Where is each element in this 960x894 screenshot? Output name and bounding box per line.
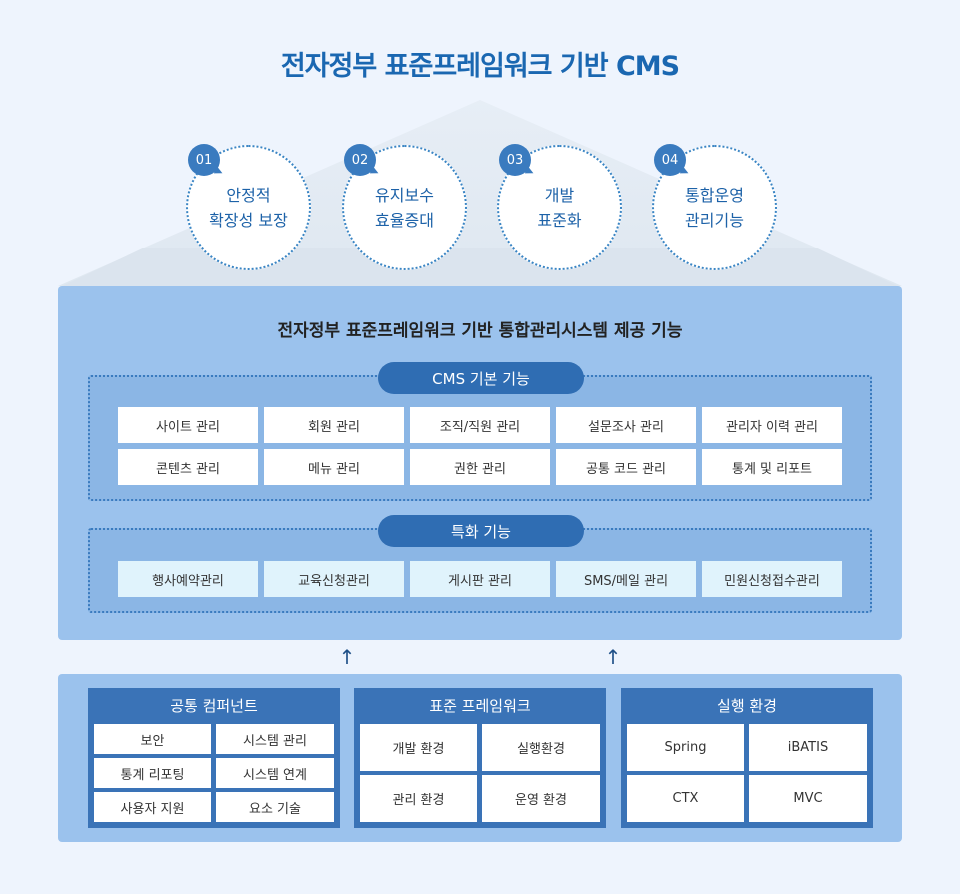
special-feature-sms-mail: SMS/메일 관리 [556,561,696,597]
special-feature-event: 행사예약관리 [118,561,258,597]
special-feature-board: 게시판 관리 [410,561,550,597]
standard-framework-column: 표준 프레임워크 개발 환경 실행환경 관리 환경 운영 환경 [354,688,606,828]
framework-item: 관리 환경 [360,775,477,822]
basic-features-title: CMS 기본 기능 [378,362,584,394]
runtime-item: MVC [749,775,867,822]
runtime-item: iBATIS [749,724,867,771]
special-feature-education: 교육신청관리 [264,561,404,597]
component-item: 사용자 지원 [94,792,211,822]
basic-feature-member: 회원 관리 [264,407,404,443]
special-features-group: 특화 기능 행사예약관리 교육신청관리 게시판 관리 SMS/메일 관리 민원신… [88,515,872,613]
basic-feature-content: 콘텐츠 관리 [118,449,258,485]
common-components-title: 공통 컴퍼넌트 [170,696,258,715]
goal-number-badge-3: 03 [499,144,531,176]
common-components-column: 공통 컴퍼넌트 보안 시스템 관리 통계 리포팅 시스템 연계 사용자 지원 요… [88,688,340,828]
goal-number-badge-2: 02 [344,144,376,176]
up-arrow-icon: ↑ [338,645,356,669]
features-panel: 전자정부 표준프레임워크 기반 통합관리시스템 제공 기능 CMS 기본 기능 … [58,286,902,640]
goal-number-badge-1: 01 [188,144,220,176]
framework-item: 운영 환경 [482,775,600,822]
component-item: 시스템 연계 [216,758,334,788]
foundation-panel: 공통 컴퍼넌트 보안 시스템 관리 통계 리포팅 시스템 연계 사용자 지원 요… [58,674,902,842]
up-arrow-icon: ↑ [604,645,622,669]
page-title: 전자정부 표준프레임워크 기반 CMS [280,51,680,82]
framework-item: 실행환경 [482,724,600,771]
framework-item: 개발 환경 [360,724,477,771]
basic-feature-common-code: 공통 코드 관리 [556,449,696,485]
basic-feature-survey: 설문조사 관리 [556,407,696,443]
features-panel-title: 전자정부 표준프레임워크 기반 통합관리시스템 제공 기능 [277,321,683,341]
basic-feature-permission: 권한 관리 [410,449,550,485]
goal-circle-4: 통합운영 관리기능 [652,145,777,270]
basic-features-group: CMS 기본 기능 사이트 관리 회원 관리 조직/직원 관리 설문조사 관리 … [88,362,872,501]
basic-feature-org: 조직/직원 관리 [410,407,550,443]
component-item: 요소 기술 [216,792,334,822]
basic-feature-menu: 메뉴 관리 [264,449,404,485]
basic-feature-stats: 통계 및 리포트 [702,449,842,485]
special-features-title: 특화 기능 [378,515,584,547]
component-item: 보안 [94,724,211,754]
runtime-environment-title: 실행 환경 [717,696,777,715]
goal-number-badge-4: 04 [654,144,686,176]
component-item: 시스템 관리 [216,724,334,754]
runtime-item: CTX [627,775,744,822]
basic-feature-site: 사이트 관리 [118,407,258,443]
standard-framework-title: 표준 프레임워크 [429,696,531,715]
basic-feature-admin-history: 관리자 이력 관리 [702,407,842,443]
runtime-item: Spring [627,724,744,771]
roof-base-shape [58,248,902,288]
component-item: 통계 리포팅 [94,758,211,788]
runtime-environment-column: 실행 환경 Spring iBATIS CTX MVC [621,688,873,828]
special-feature-civil: 민원신청접수관리 [702,561,842,597]
